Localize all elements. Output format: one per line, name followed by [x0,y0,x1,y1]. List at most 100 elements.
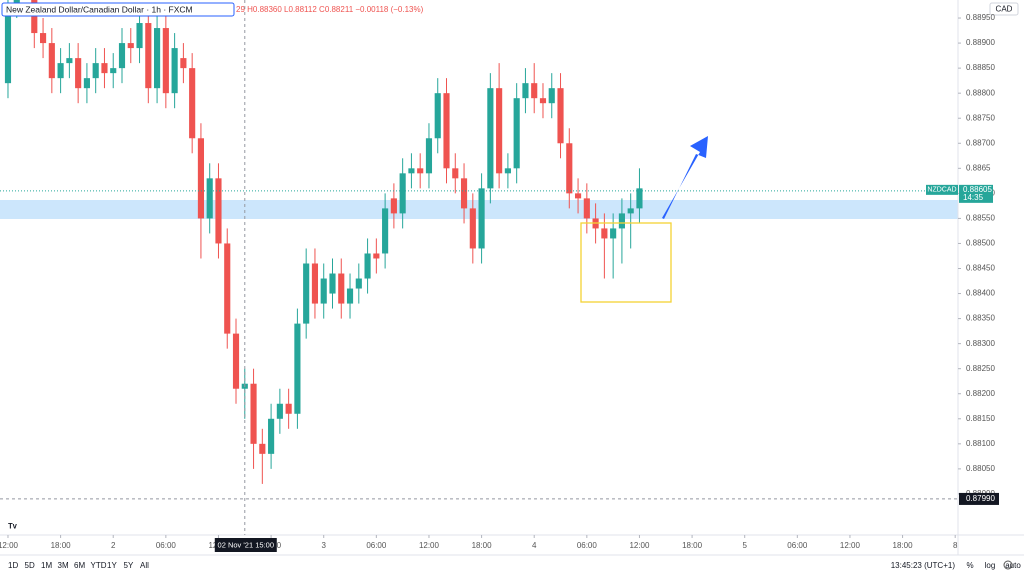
y-tick-label: 0.88950 [966,13,995,22]
candle-body [285,403,292,414]
candle-body [250,383,257,444]
x-tick-label: 12:00 [840,541,861,550]
candle-body [39,33,47,44]
ohlc-legend: 29 H0.88360 L0.88112 C0.88211 −0.00118 (… [236,5,424,14]
candle-body [346,288,354,304]
axis-option[interactable]: % [966,561,973,570]
crosshair-price: 0.87990 [966,494,995,503]
x-tick-label: 5 [742,541,747,550]
candle-body [610,228,617,239]
candle-body [364,253,371,279]
countdown: 14:35 [963,193,984,202]
candle-body [303,263,310,324]
candle-body [434,93,441,139]
candle-body [417,168,424,174]
candle-body [460,178,468,209]
candle-body [373,253,380,259]
range-button[interactable]: YTD [91,561,107,570]
crosshair-time: 02 Nov '21 15:00 [218,540,274,549]
y-tick-label: 0.88250 [966,364,995,373]
y-tick-label: 0.88450 [966,264,995,273]
candle-body [66,58,73,64]
candle-body [268,418,275,454]
y-tick-label: 0.88700 [966,138,995,147]
settings-icon[interactable] [1003,560,1013,570]
candle-body [399,173,406,214]
range-button[interactable]: 1D [8,561,18,570]
x-tick-label: 18:00 [51,541,72,550]
tv-logo: ᵀᵛ [8,522,18,534]
crosshair-price-tag [959,492,999,505]
y-tick-label: 0.88400 [966,289,995,298]
x-tick-label: 06:00 [787,541,808,550]
axis-option[interactable]: auto [1005,561,1021,570]
x-tick-label: 12:00 [629,541,650,550]
candle-body [259,443,266,454]
range-button[interactable]: 3M [58,561,69,570]
axis-option[interactable]: log [985,561,996,570]
candle-body [557,88,564,144]
x-tick-label: 18:00 [893,541,914,550]
x-tick-label: 4 [532,541,537,550]
candle-body [92,63,99,79]
candle-body [513,98,520,169]
candle-body [355,278,362,289]
candle-body [206,178,213,219]
chart-title: New Zealand Dollar/Canadian Dollar · 1h … [6,4,193,14]
candle-body [636,188,643,209]
candle-body [390,198,397,214]
x-tick-label: 12:00 [0,541,19,550]
candle-body [118,43,126,69]
y-tick-label: 0.88500 [966,239,995,248]
currency: CAD [996,5,1013,14]
candle-body [232,333,240,389]
candle-body [338,273,345,304]
y-tick-label: 0.88200 [966,389,995,398]
range-button[interactable]: 1Y [107,561,117,570]
candle-body [504,168,511,174]
candle-body [548,88,555,104]
candle-body [276,403,283,419]
symbol-tag-label: NZDCAD [927,187,956,194]
symbol-box[interactable] [1,2,235,17]
x-tick-label: 3 [321,541,326,550]
range-button[interactable]: 6M [74,561,85,570]
y-tick-label: 0.88100 [966,439,995,448]
crosshair-time-tag [214,538,277,552]
candle-body [627,208,634,214]
candle-body [154,28,161,89]
clock: 13:45:23 (UTC+1) [891,561,956,570]
candle-body [469,208,476,249]
range-button[interactable]: 5Y [124,561,134,570]
y-tick-label: 0.88150 [966,414,995,423]
candle-body [180,58,187,69]
range-button[interactable]: 1M [41,561,52,570]
candle-body [522,83,529,99]
candle-body [329,273,336,294]
y-tick-label: 0.88750 [966,113,995,122]
x-tick-label: 8 [953,541,958,550]
y-tick-label: 0.88800 [966,88,995,97]
y-tick-label: 0.8865 [966,163,991,172]
candle-body [171,48,178,94]
currency-box[interactable] [989,2,1019,16]
candle-body [531,83,538,99]
last-price-tag [959,184,993,203]
candle-body [162,28,169,94]
x-tick-label: 18:00 [682,541,703,550]
candle-body [48,43,55,79]
candle-body [443,93,450,169]
candle-body [382,208,389,254]
candle-body [145,23,152,89]
range-button[interactable]: 5D [25,561,35,570]
x-tick-label: 06:00 [156,541,177,550]
candle-body [31,0,38,34]
candle-body [320,278,327,304]
candle-body [224,243,231,334]
candle-body [478,188,485,249]
arrow [662,136,708,219]
candle-body [583,198,590,219]
candle-body [408,168,415,174]
range-button[interactable]: All [140,561,149,570]
